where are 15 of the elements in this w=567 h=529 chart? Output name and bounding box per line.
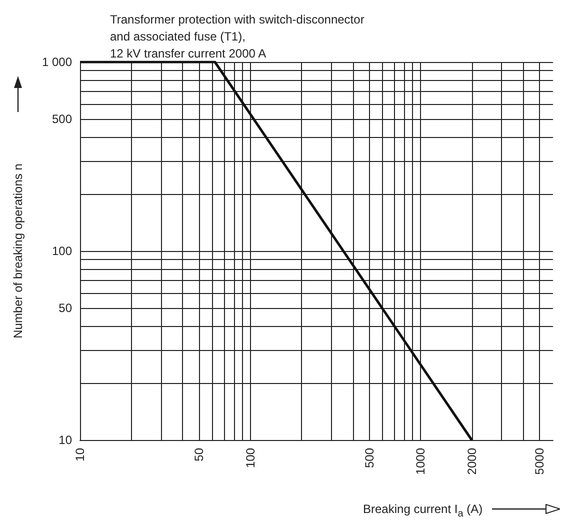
y-tick-label: 500 (52, 112, 72, 126)
y-tick-label: 100 (52, 244, 72, 258)
x-tick-label: 5000 (532, 448, 547, 475)
y-tick-label: 1 000 (42, 55, 72, 69)
y-axis-title: Number of breaking operations n (11, 164, 25, 338)
x-tick-label: 1000 (414, 448, 428, 475)
chart-title: Transformer protection with switch-disconnector and associated fuse (T1), 12 kV transfer current 2000 A (110, 12, 364, 60)
y-tick-label: 50 (58, 300, 72, 315)
y-tick-label: 10 (58, 433, 72, 447)
x-tick-label: 10 (73, 448, 87, 462)
x-tick-label: 500 (362, 448, 376, 468)
x-tick-label: 2000 (464, 448, 479, 475)
x-tick-label: 100 (243, 448, 258, 468)
x-tick-label: 50 (192, 448, 206, 462)
x-axis-title: Breaking current I$_{a}$ (A) (363, 502, 483, 520)
